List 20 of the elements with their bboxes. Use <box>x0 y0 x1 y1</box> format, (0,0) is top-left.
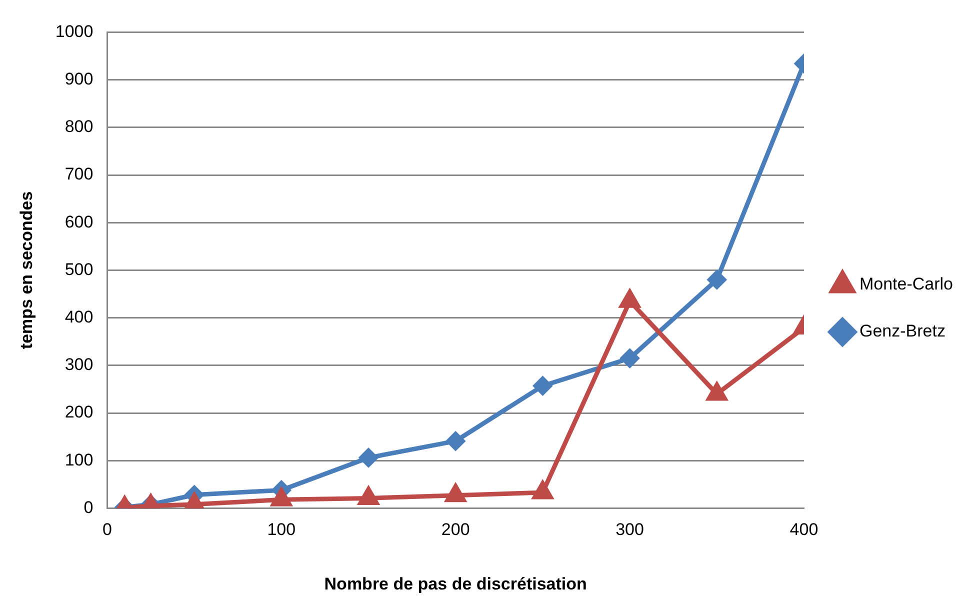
y-tick-label: 100 <box>64 450 94 470</box>
x-axis-title: Nombre de pas de discrétisation <box>324 574 587 594</box>
x-tick-label: 100 <box>267 520 296 540</box>
y-tick-label: 800 <box>64 117 94 136</box>
y-tick-label: 1000 <box>55 22 94 41</box>
y-tick-label: 400 <box>64 307 94 326</box>
y-tick-label: 0 <box>84 498 94 517</box>
y-tick-label: 900 <box>64 69 94 88</box>
y-axis-title: temps en secondes <box>16 191 36 350</box>
x-tick-label: 200 <box>441 520 470 540</box>
legend-label: Monte-Carlo <box>859 274 954 294</box>
y-tick-label: 300 <box>64 355 94 374</box>
legend-label: Genz-Bretz <box>859 322 946 341</box>
x-tick-label: 0 <box>102 520 112 540</box>
y-tick-label: 200 <box>64 402 94 422</box>
y-tick-label: 700 <box>64 164 94 184</box>
y-tick-label: 500 <box>64 260 94 279</box>
y-tick-label: 600 <box>64 212 94 232</box>
x-tick-label: 300 <box>616 520 644 540</box>
x-tick-label: 400 <box>790 520 818 540</box>
